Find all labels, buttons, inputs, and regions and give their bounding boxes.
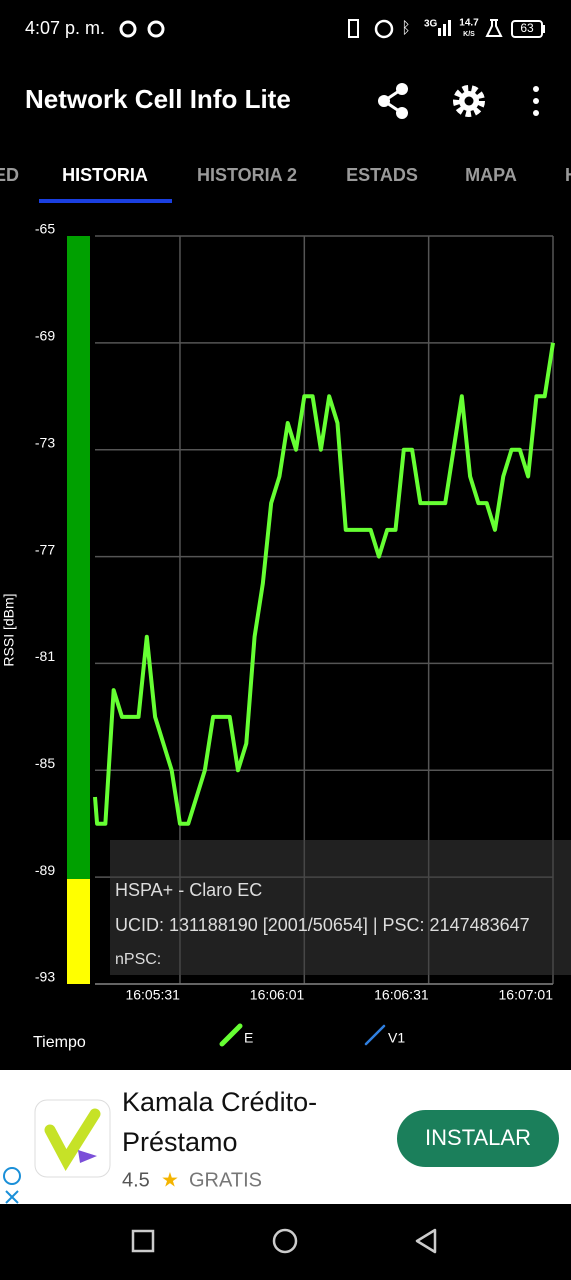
y-tick-label: -77 bbox=[35, 541, 55, 557]
tab[interactable]: ESTADS bbox=[346, 165, 418, 185]
app-title: Network Cell Info Lite bbox=[25, 84, 291, 114]
vibrate-icon bbox=[348, 19, 359, 38]
y-tick-label: -85 bbox=[35, 755, 55, 771]
info-box bbox=[110, 840, 571, 975]
ad-info-icon[interactable] bbox=[3, 1167, 21, 1185]
tab[interactable]: HISTORIA 2 bbox=[197, 165, 297, 185]
tab[interactable]: ED bbox=[0, 165, 19, 185]
ad-price: GRATIS bbox=[189, 1169, 262, 1191]
network-type: 3G bbox=[424, 19, 438, 30]
x-axis-label: Tiempo bbox=[33, 1034, 86, 1051]
alarm-icon bbox=[374, 19, 394, 39]
ad-close-icon[interactable] bbox=[5, 1190, 19, 1204]
recents-button[interactable] bbox=[131, 1229, 155, 1253]
menu-button[interactable] bbox=[533, 86, 539, 116]
share-button[interactable] bbox=[378, 83, 408, 119]
y-axis-label: RSSI [dBm] bbox=[1, 593, 17, 666]
info-line: nPSC: bbox=[115, 951, 161, 968]
y-tick-label: -69 bbox=[35, 328, 55, 344]
legend-swatch bbox=[219, 1023, 243, 1047]
ad-title[interactable]: Préstamo bbox=[122, 1127, 238, 1157]
star-icon: ★ bbox=[161, 1169, 179, 1191]
x-tick-label: 16:05:31 bbox=[125, 987, 180, 1003]
y-tick-label: -81 bbox=[35, 648, 55, 664]
signal-good-band bbox=[67, 236, 90, 879]
signal-bar bbox=[443, 24, 446, 36]
tab-active[interactable]: HISTORIA bbox=[62, 165, 148, 185]
speed-unit: K/S bbox=[463, 31, 475, 38]
tab[interactable]: H bbox=[565, 165, 571, 185]
info-line: UCID: 131188190 [2001/50654] | PSC: 2147… bbox=[115, 915, 530, 935]
back-button[interactable] bbox=[415, 1228, 437, 1254]
status-time: 4:07 p. m. bbox=[25, 18, 105, 38]
ad-title[interactable]: Kamala Crédito- bbox=[122, 1087, 317, 1117]
info-line: HSPA+ - Claro EC bbox=[115, 880, 262, 900]
chrome-icon bbox=[147, 20, 165, 38]
signal-bar bbox=[448, 20, 451, 36]
y-tick-label: -93 bbox=[35, 969, 55, 985]
battery-level: 63 bbox=[520, 21, 534, 35]
home-button[interactable] bbox=[272, 1228, 298, 1254]
signal-weak-band bbox=[67, 879, 90, 984]
x-tick-label: 16:06:01 bbox=[250, 987, 305, 1003]
legend-swatch bbox=[364, 1024, 386, 1046]
ad-logo bbox=[78, 1150, 97, 1163]
tab[interactable]: MAPA bbox=[465, 165, 517, 185]
battery-tip bbox=[542, 25, 545, 33]
bluetooth-icon: ᛒ bbox=[401, 20, 411, 37]
y-tick-label: -73 bbox=[35, 434, 55, 450]
x-tick-label: 16:06:31 bbox=[374, 987, 429, 1003]
speed: 14.7 bbox=[459, 18, 479, 29]
legend-label: V1 bbox=[388, 1030, 405, 1046]
legend-label: E bbox=[244, 1030, 253, 1046]
ad-logo bbox=[44, 1108, 101, 1171]
legend: E V1 bbox=[219, 1023, 405, 1047]
tab-indicator bbox=[39, 199, 172, 203]
install-label[interactable]: INSTALAR bbox=[425, 1125, 531, 1150]
y-tick-label: -65 bbox=[35, 221, 55, 237]
series-line bbox=[93, 342, 555, 826]
ad-rating: 4.5 bbox=[122, 1169, 150, 1191]
x-tick-label: 16:07:01 bbox=[499, 987, 554, 1003]
lab-icon bbox=[485, 19, 503, 37]
signal-bar bbox=[438, 28, 441, 36]
chrome-icon bbox=[119, 20, 137, 38]
y-tick-label: -89 bbox=[35, 862, 55, 878]
settings-button[interactable] bbox=[453, 85, 485, 117]
install-button[interactable] bbox=[397, 1110, 559, 1167]
